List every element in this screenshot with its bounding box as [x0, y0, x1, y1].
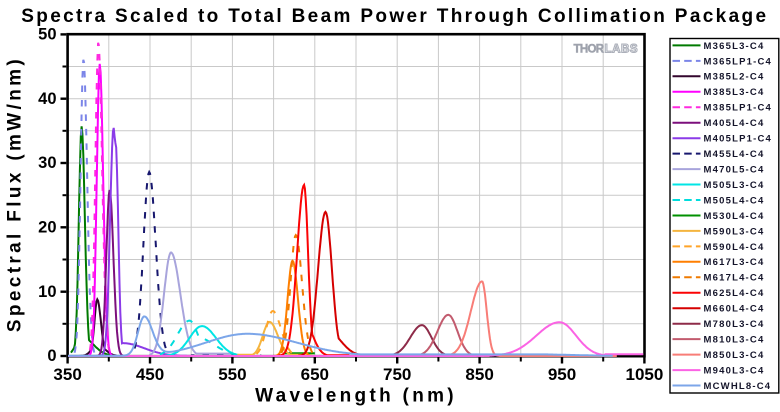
- svg-text:M505L4-C4: M505L4-C4: [704, 195, 765, 206]
- svg-text:650: 650: [301, 365, 329, 384]
- svg-text:Spectra Scaled to Total Beam P: Spectra Scaled to Total Beam Power Throu…: [21, 6, 768, 27]
- svg-text:M940L3-C4: M940L3-C4: [704, 366, 765, 377]
- svg-text:30: 30: [38, 154, 56, 172]
- svg-text:M365LP1-C4: M365LP1-C4: [704, 56, 773, 67]
- svg-text:M850L3-C4: M850L3-C4: [704, 350, 765, 361]
- svg-text:M385L3-C4: M385L3-C4: [704, 87, 765, 98]
- svg-text:M455L4-C4: M455L4-C4: [704, 149, 765, 160]
- svg-text:M617L3-C4: M617L3-C4: [704, 257, 765, 268]
- svg-text:M660L4-C4: M660L4-C4: [704, 304, 765, 315]
- svg-text:LABS: LABS: [605, 44, 638, 56]
- svg-text:550: 550: [218, 365, 246, 384]
- svg-text:20: 20: [38, 219, 56, 237]
- svg-text:M625L4-C4: M625L4-C4: [704, 288, 765, 299]
- svg-text:THOR: THOR: [574, 44, 605, 56]
- svg-text:M780L3-C4: M780L3-C4: [704, 319, 765, 330]
- svg-text:M590L3-C4: M590L3-C4: [704, 226, 765, 237]
- svg-text:850: 850: [465, 365, 493, 384]
- svg-text:M530L4-C4: M530L4-C4: [704, 211, 765, 222]
- svg-text:450: 450: [136, 365, 164, 384]
- svg-text:M385LP1-C4: M385LP1-C4: [704, 103, 773, 114]
- svg-text:M405L4-C4: M405L4-C4: [704, 118, 765, 129]
- svg-text:M617L4-C4: M617L4-C4: [704, 273, 765, 284]
- svg-text:Spectral Flux (mW/nm): Spectral Flux (mW/nm): [5, 56, 26, 332]
- svg-text:1050: 1050: [625, 365, 663, 384]
- svg-text:40: 40: [38, 90, 56, 108]
- svg-text:M590L4-C4: M590L4-C4: [704, 242, 765, 253]
- svg-text:M385L2-C4: M385L2-C4: [704, 72, 765, 83]
- svg-text:750: 750: [383, 365, 411, 384]
- svg-text:50: 50: [38, 26, 56, 44]
- svg-text:M810L3-C4: M810L3-C4: [704, 335, 765, 346]
- svg-text:Wavelength (nm): Wavelength (nm): [255, 386, 457, 407]
- svg-text:350: 350: [53, 365, 81, 384]
- svg-text:M505L3-C4: M505L3-C4: [704, 180, 765, 191]
- svg-text:M365L3-C4: M365L3-C4: [704, 41, 765, 52]
- svg-text:950: 950: [548, 365, 576, 384]
- svg-text:M470L5-C4: M470L5-C4: [704, 165, 765, 176]
- svg-text:0: 0: [47, 347, 56, 365]
- svg-text:M405LP1-C4: M405LP1-C4: [704, 134, 773, 145]
- svg-text:10: 10: [38, 283, 56, 301]
- svg-text:MCWHL8-C4: MCWHL8-C4: [704, 381, 772, 392]
